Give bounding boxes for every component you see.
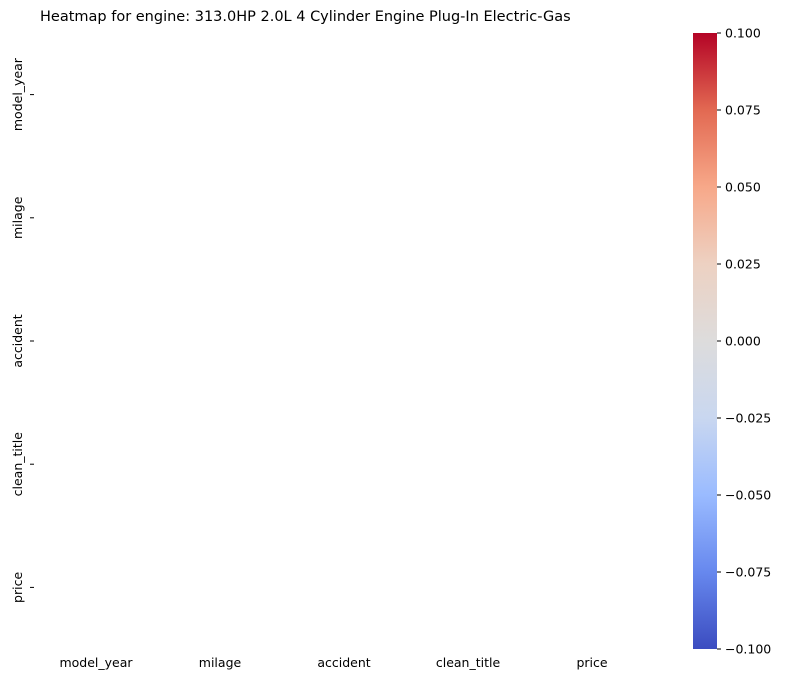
x-tick-label: accident bbox=[317, 655, 370, 670]
heatmap-cell bbox=[34, 156, 158, 279]
heatmap-cell bbox=[406, 526, 530, 649]
heatmap-cell bbox=[158, 156, 282, 279]
colorbar-tick-label: 0.075 bbox=[725, 103, 761, 118]
y-tick-label: model_year bbox=[10, 57, 25, 131]
heatmap-cell bbox=[34, 526, 158, 649]
heatmap-cell bbox=[282, 33, 406, 156]
colorbar-tick-label: 0.100 bbox=[725, 26, 761, 41]
colorbar-tick-label: −0.050 bbox=[725, 488, 771, 503]
heatmap-cell bbox=[34, 279, 158, 402]
colorbar-bar bbox=[693, 33, 717, 649]
colorbar-tick-label: 0.000 bbox=[725, 334, 761, 349]
colorbar-tick-label: 0.050 bbox=[725, 180, 761, 195]
heatmap-cell bbox=[158, 279, 282, 402]
x-axis: model_year milage accident clean_title price bbox=[59, 655, 607, 670]
colorbar: 0.100 0.075 0.050 0.025 0.000 −0.025 −0.050 −0.… bbox=[693, 26, 771, 657]
colorbar-ticks: 0.100 0.075 0.050 0.025 0.000 −0.025 −0.050 −0.… bbox=[717, 26, 771, 657]
x-tick-label: clean_title bbox=[436, 655, 501, 670]
colorbar-tick-label: −0.100 bbox=[725, 642, 771, 657]
heatmap-cell bbox=[406, 279, 530, 402]
chart-title: Heatmap for engine: 313.0HP 2.0L 4 Cylin… bbox=[40, 9, 571, 25]
y-tick-label: milage bbox=[10, 196, 25, 239]
heatmap-cell bbox=[34, 33, 158, 156]
heatmap-cell bbox=[406, 403, 530, 526]
heatmap-cell bbox=[34, 403, 158, 526]
x-tick-label: milage bbox=[199, 655, 242, 670]
heatmap-cell bbox=[282, 526, 406, 649]
heatmap-cell bbox=[158, 526, 282, 649]
y-tick-label: clean_title bbox=[10, 432, 25, 497]
heatmap-cell bbox=[282, 279, 406, 402]
heatmap-cell bbox=[282, 403, 406, 526]
heatmap-cell bbox=[530, 279, 654, 402]
heatmap-cell bbox=[530, 403, 654, 526]
colorbar-tick-label: 0.025 bbox=[725, 257, 761, 272]
x-tick-label: price bbox=[576, 655, 607, 670]
heatmap-cell bbox=[158, 403, 282, 526]
y-tick-label: price bbox=[10, 572, 25, 603]
colorbar-tick-label: −0.025 bbox=[725, 411, 771, 426]
heatmap-cell bbox=[530, 156, 654, 279]
colorbar-tick-label: −0.075 bbox=[725, 565, 771, 580]
heatmap-cell bbox=[530, 33, 654, 156]
y-tick-label: accident bbox=[10, 314, 25, 367]
heatmap-cell bbox=[406, 33, 530, 156]
heatmap-cell bbox=[158, 33, 282, 156]
heatmap-cell bbox=[530, 526, 654, 649]
heatmap-cell bbox=[282, 156, 406, 279]
heatmap-cell bbox=[406, 156, 530, 279]
heatmap-area bbox=[34, 33, 654, 649]
x-tick-label: model_year bbox=[59, 655, 133, 670]
